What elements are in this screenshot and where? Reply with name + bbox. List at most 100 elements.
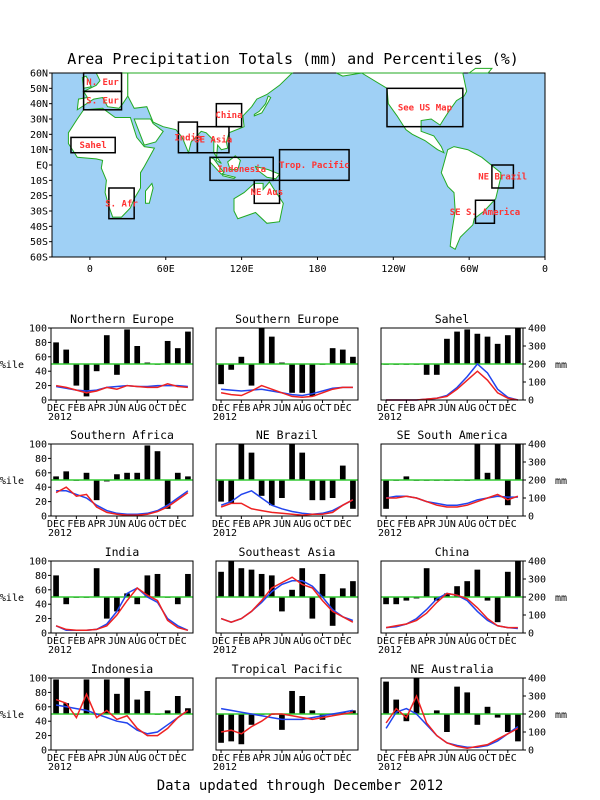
lon-label: 60W	[460, 264, 479, 275]
percentile-bar	[258, 480, 265, 496]
month-label: APR	[253, 403, 272, 414]
pct-tick-label: 40	[35, 717, 47, 728]
month-label: JUN	[273, 403, 291, 414]
mm-tick-label: 300	[528, 575, 546, 586]
pct-tick-label: 60	[35, 585, 47, 596]
month-label: DEC	[334, 636, 352, 647]
month-label: APR	[88, 403, 107, 414]
percentile-bar	[83, 364, 90, 397]
pct-tick-label: 100	[29, 324, 47, 335]
percentile-bar	[268, 480, 275, 506]
month-label: JUN	[438, 403, 456, 414]
year-label: 2012	[48, 528, 72, 539]
month-label: APR	[88, 753, 107, 764]
mm-tick-label: 100	[528, 378, 546, 389]
year-label: 2012	[378, 645, 402, 656]
percentile-bar	[383, 480, 389, 509]
percentile-bar	[164, 340, 171, 364]
month-label: DEC	[499, 636, 517, 647]
month-label: JUN	[438, 519, 456, 530]
month-label: OCT	[148, 403, 166, 414]
mm-axis-label: mm	[555, 710, 567, 721]
percentile-bar	[309, 364, 316, 397]
percentile-bar	[134, 472, 141, 480]
panel-title: Sahel	[435, 312, 470, 326]
normal-total-line	[55, 587, 189, 632]
month-label: APR	[418, 753, 437, 764]
month-label: DEC	[377, 403, 395, 414]
percentile-bar	[484, 597, 491, 601]
mm-axis-label: mm	[555, 593, 567, 604]
percentile-bar	[154, 451, 161, 480]
percentile-bar	[228, 714, 235, 742]
percentile-bar	[93, 480, 100, 501]
panel-title: Tropical Pacific	[232, 662, 343, 676]
percentile-bar	[268, 336, 275, 364]
percentile-bar	[279, 480, 285, 498]
percentile-bar	[103, 679, 110, 714]
observed-total-line	[220, 576, 354, 623]
month-label: APR	[418, 403, 437, 414]
percentile-bar	[154, 573, 161, 597]
month-label: DEC	[377, 519, 395, 530]
panel-title: Southern Europe	[235, 312, 339, 326]
percentile-bar	[248, 569, 255, 597]
month-label: JUN	[438, 753, 456, 764]
region-label: India	[174, 132, 201, 143]
month-label: OCT	[313, 636, 331, 647]
month-label: DEC	[499, 403, 517, 414]
mm-tick-label: 400	[528, 674, 546, 685]
percentile-bar	[228, 561, 235, 597]
percentile-bar	[494, 714, 501, 718]
region-box	[253, 179, 281, 205]
pct-tick-label: 20	[35, 497, 47, 508]
pct-tick-label: 100	[29, 674, 47, 685]
pct-tick-label: 60	[35, 352, 47, 363]
percentile-bar	[464, 329, 471, 364]
region-box	[209, 156, 274, 182]
percentile-bar	[350, 356, 356, 364]
java-land	[222, 173, 237, 180]
month-label: DEC	[334, 753, 352, 764]
percentile-bar	[309, 710, 316, 714]
percentile-bar	[174, 472, 181, 480]
percentile-bar	[515, 444, 521, 480]
region-label: See US Map	[398, 104, 453, 114]
region-box	[82, 90, 123, 111]
percentile-bar	[289, 589, 295, 597]
pct-tick-label: 40	[35, 367, 47, 378]
percentile-bar	[114, 597, 120, 612]
percentile-bar	[218, 714, 224, 743]
pct-axis-label: %ile	[0, 593, 24, 604]
year-label: 2012	[213, 528, 237, 539]
percentile-bar	[299, 364, 306, 393]
percentile-bar	[218, 571, 224, 597]
percentile-bar	[299, 696, 306, 714]
percentile-bar	[185, 476, 191, 480]
lat-label: 60S	[30, 253, 48, 264]
percentile-bar	[494, 597, 501, 623]
month-label: FEB	[67, 403, 85, 414]
percentile-bar	[504, 571, 511, 597]
month-label: FEB	[232, 519, 250, 530]
percentile-bar	[444, 593, 450, 597]
pct-tick-label: 20	[35, 614, 47, 625]
month-label: OCT	[478, 403, 496, 414]
month-label: OCT	[148, 519, 166, 530]
month-label: FEB	[67, 636, 85, 647]
percentile-bar	[174, 696, 181, 714]
region-box	[108, 187, 135, 220]
panel-frame	[50, 443, 194, 517]
percentile-bar	[124, 678, 130, 714]
month-label: OCT	[313, 403, 331, 414]
percentile-bar	[515, 714, 521, 742]
mm-tick-label: 300	[528, 692, 546, 703]
